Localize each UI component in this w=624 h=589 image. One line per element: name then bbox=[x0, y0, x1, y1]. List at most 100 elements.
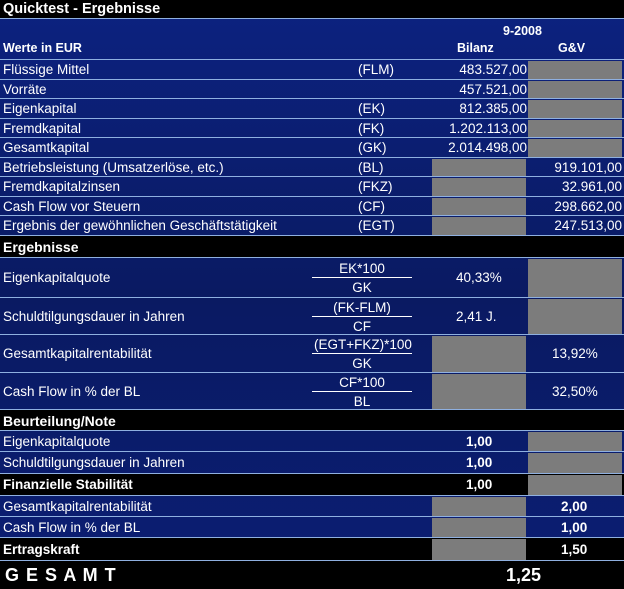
formula: (FK-FLM) CF bbox=[312, 300, 412, 334]
row-abbr: (FK) bbox=[358, 120, 385, 136]
bilanz-rating: 1,00 bbox=[466, 477, 493, 492]
result-row: Eigenkapitalquote EK*100 GK 40,33% bbox=[0, 258, 624, 298]
column-bilanz: Bilanz bbox=[457, 41, 494, 55]
result-row: Gesamtkapitalrentabilität (EGT+FKZ)*100 GK… bbox=[0, 335, 624, 373]
row-label: Fremdkapital bbox=[3, 120, 82, 136]
empty-cell bbox=[432, 518, 526, 537]
formula-denominator: BL bbox=[353, 393, 371, 409]
row-abbr: (BL) bbox=[358, 159, 384, 175]
rating-row: Gesamtkapitalrentabilität 2,00 bbox=[0, 496, 624, 517]
rating-header: Beurteilung/Note bbox=[0, 410, 624, 431]
rating-label: Cash Flow in % der BL bbox=[3, 519, 141, 535]
guv-value: 298.662,00 bbox=[554, 198, 622, 214]
bilanz-value: 2.014.498,00 bbox=[448, 140, 527, 155]
row-label: Ergebnis der gewöhnlichen Geschäftstätig… bbox=[3, 218, 277, 233]
bilanz-value: 40,33% bbox=[456, 270, 502, 285]
bilanz-value: 2,41 J. bbox=[456, 308, 497, 324]
formula: (EGT+FKZ)*100 GK bbox=[312, 337, 412, 371]
formula-denominator: CF bbox=[353, 318, 371, 334]
input-row: Betriebsleistung (Umsatzerlöse, etc.) (BL… bbox=[0, 158, 624, 177]
empty-cell bbox=[432, 497, 526, 516]
result-row: Cash Flow in % der BL CF*100 BL 32,50% bbox=[0, 373, 624, 410]
rating-header-label: Beurteilung/Note bbox=[3, 413, 116, 429]
formula: EK*100 GK bbox=[312, 261, 412, 295]
empty-cell bbox=[528, 432, 622, 451]
guv-rating: 2,00 bbox=[561, 498, 588, 514]
empty-cell bbox=[432, 159, 526, 176]
empty-cell bbox=[528, 475, 622, 495]
input-row: Fremdkapitalzinsen (FKZ) 32.961,00 bbox=[0, 177, 624, 197]
rating-summary-row: Finanzielle Stabilität 1,00 bbox=[0, 474, 624, 496]
rating-summary-row: Ertragskraft 1,50 bbox=[0, 538, 624, 561]
empty-cell bbox=[528, 120, 622, 137]
row-abbr: (GK) bbox=[358, 140, 387, 155]
bilanz-value: 483.527,00 bbox=[459, 62, 527, 77]
period-label: 9-2008 bbox=[503, 24, 542, 38]
title-bar: Quicktest - Ergebnisse bbox=[0, 0, 624, 19]
result-row: Schuldtilgungsdauer in Jahren (FK-FLM) CF 2… bbox=[0, 298, 624, 335]
rating-row: Schuldtilgungsdauer in Jahren 1,00 bbox=[0, 452, 624, 474]
total-label: G E S A M T bbox=[5, 565, 117, 585]
input-row: Fremdkapital (FK) 1.202.113,00 bbox=[0, 119, 624, 138]
row-abbr: (EK) bbox=[358, 101, 385, 116]
row-label: Eigenkapital bbox=[3, 101, 77, 116]
bilanz-value: 457.521,00 bbox=[459, 81, 527, 97]
input-row: Gesamtkapital (GK) 2.014.498,00 bbox=[0, 138, 624, 158]
empty-cell bbox=[528, 100, 622, 118]
empty-cell bbox=[528, 453, 622, 473]
row-abbr: (EGT) bbox=[358, 218, 395, 233]
result-label: Cash Flow in % der BL bbox=[3, 383, 141, 399]
bilanz-rating: 1,00 bbox=[466, 455, 493, 470]
empty-cell bbox=[528, 139, 622, 157]
rating-row: Eigenkapitalquote 1,00 bbox=[0, 431, 624, 452]
row-label: Gesamtkapital bbox=[3, 140, 90, 155]
currency-label: Werte in EUR bbox=[3, 41, 82, 55]
empty-cell bbox=[432, 374, 526, 409]
empty-cell bbox=[528, 259, 622, 297]
guv-value: 919.101,00 bbox=[554, 159, 622, 175]
result-label: Schuldtilgungsdauer in Jahren bbox=[3, 308, 185, 324]
guv-value: 247.513,00 bbox=[554, 218, 622, 233]
result-label: Eigenkapitalquote bbox=[3, 270, 111, 285]
empty-cell bbox=[432, 178, 526, 196]
bilanz-value: 812.385,00 bbox=[459, 101, 527, 116]
guv-rating: 1,00 bbox=[561, 519, 588, 535]
input-row: Eigenkapital (EK) 812.385,00 bbox=[0, 99, 624, 119]
rating-row: Cash Flow in % der BL 1,00 bbox=[0, 517, 624, 538]
empty-cell bbox=[432, 198, 526, 215]
formula: CF*100 BL bbox=[312, 375, 412, 409]
rating-label: Finanzielle Stabilität bbox=[3, 477, 133, 492]
result-label: Gesamtkapitalrentabilität bbox=[3, 346, 152, 361]
empty-cell bbox=[432, 539, 526, 560]
row-label: Betriebsleistung (Umsatzerlöse, etc.) bbox=[3, 159, 224, 175]
column-header-row: 9-2008 Werte in EUR Bilanz G&V bbox=[0, 19, 624, 60]
guv-value: 32.961,00 bbox=[561, 179, 622, 194]
formula-numerator: (FK-FLM) bbox=[312, 300, 412, 317]
column-guv: G&V bbox=[558, 41, 586, 55]
input-row: Vorräte 457.521,00 bbox=[0, 80, 624, 99]
rating-label: Ertragskraft bbox=[3, 541, 80, 557]
results-header-label: Ergebnisse bbox=[3, 239, 79, 255]
input-row: Ergebnis der gewöhnlichen Geschäftstätig… bbox=[0, 216, 624, 236]
formula-numerator: EK*100 bbox=[312, 261, 412, 278]
formula-denominator: GK bbox=[352, 356, 372, 371]
bilanz-value: 1.202.113,00 bbox=[449, 120, 527, 136]
row-abbr: (CF) bbox=[358, 198, 385, 214]
row-label: Flüssige Mittel bbox=[3, 62, 90, 77]
input-row: Flüssige Mittel (FLM) 483.527,00 bbox=[0, 60, 624, 80]
row-label: Cash Flow vor Steuern bbox=[3, 198, 141, 214]
formula-denominator: GK bbox=[352, 280, 372, 295]
row-abbr: (FKZ) bbox=[358, 179, 393, 194]
empty-cell bbox=[528, 61, 622, 79]
guv-rating: 1,50 bbox=[561, 541, 588, 557]
total-row: G E S A M T 1,25 bbox=[0, 561, 624, 589]
formula-numerator: (EGT+FKZ)*100 bbox=[312, 337, 412, 354]
rating-label: Gesamtkapitalrentabilität bbox=[3, 498, 152, 514]
empty-cell bbox=[432, 217, 526, 235]
rating-label: Eigenkapitalquote bbox=[3, 433, 111, 449]
total-value: 1,25 bbox=[506, 565, 542, 585]
page-title: Quicktest - Ergebnisse bbox=[3, 1, 161, 17]
bilanz-rating: 1,00 bbox=[466, 433, 493, 449]
results-header: Ergebnisse bbox=[0, 236, 624, 258]
